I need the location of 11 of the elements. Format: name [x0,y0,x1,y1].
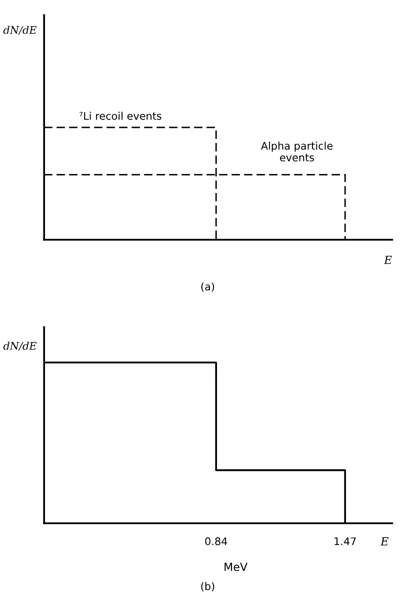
series-label: Alpha particle events [260,142,333,162]
y-axis-title: dN/dE [3,342,37,351]
text: E [380,537,389,546]
x-axis-title: E [384,256,392,264]
series-label: ⁷Li recoil events [79,112,162,120]
x-tick-label: 0.84 [205,537,228,546]
y-axis-title: dN/dE [3,26,37,35]
text: (b) [201,582,214,592]
x-axis-title: MeV [224,562,248,572]
text: (a) [201,282,214,292]
x-tick-label: 1.47 [334,537,356,546]
